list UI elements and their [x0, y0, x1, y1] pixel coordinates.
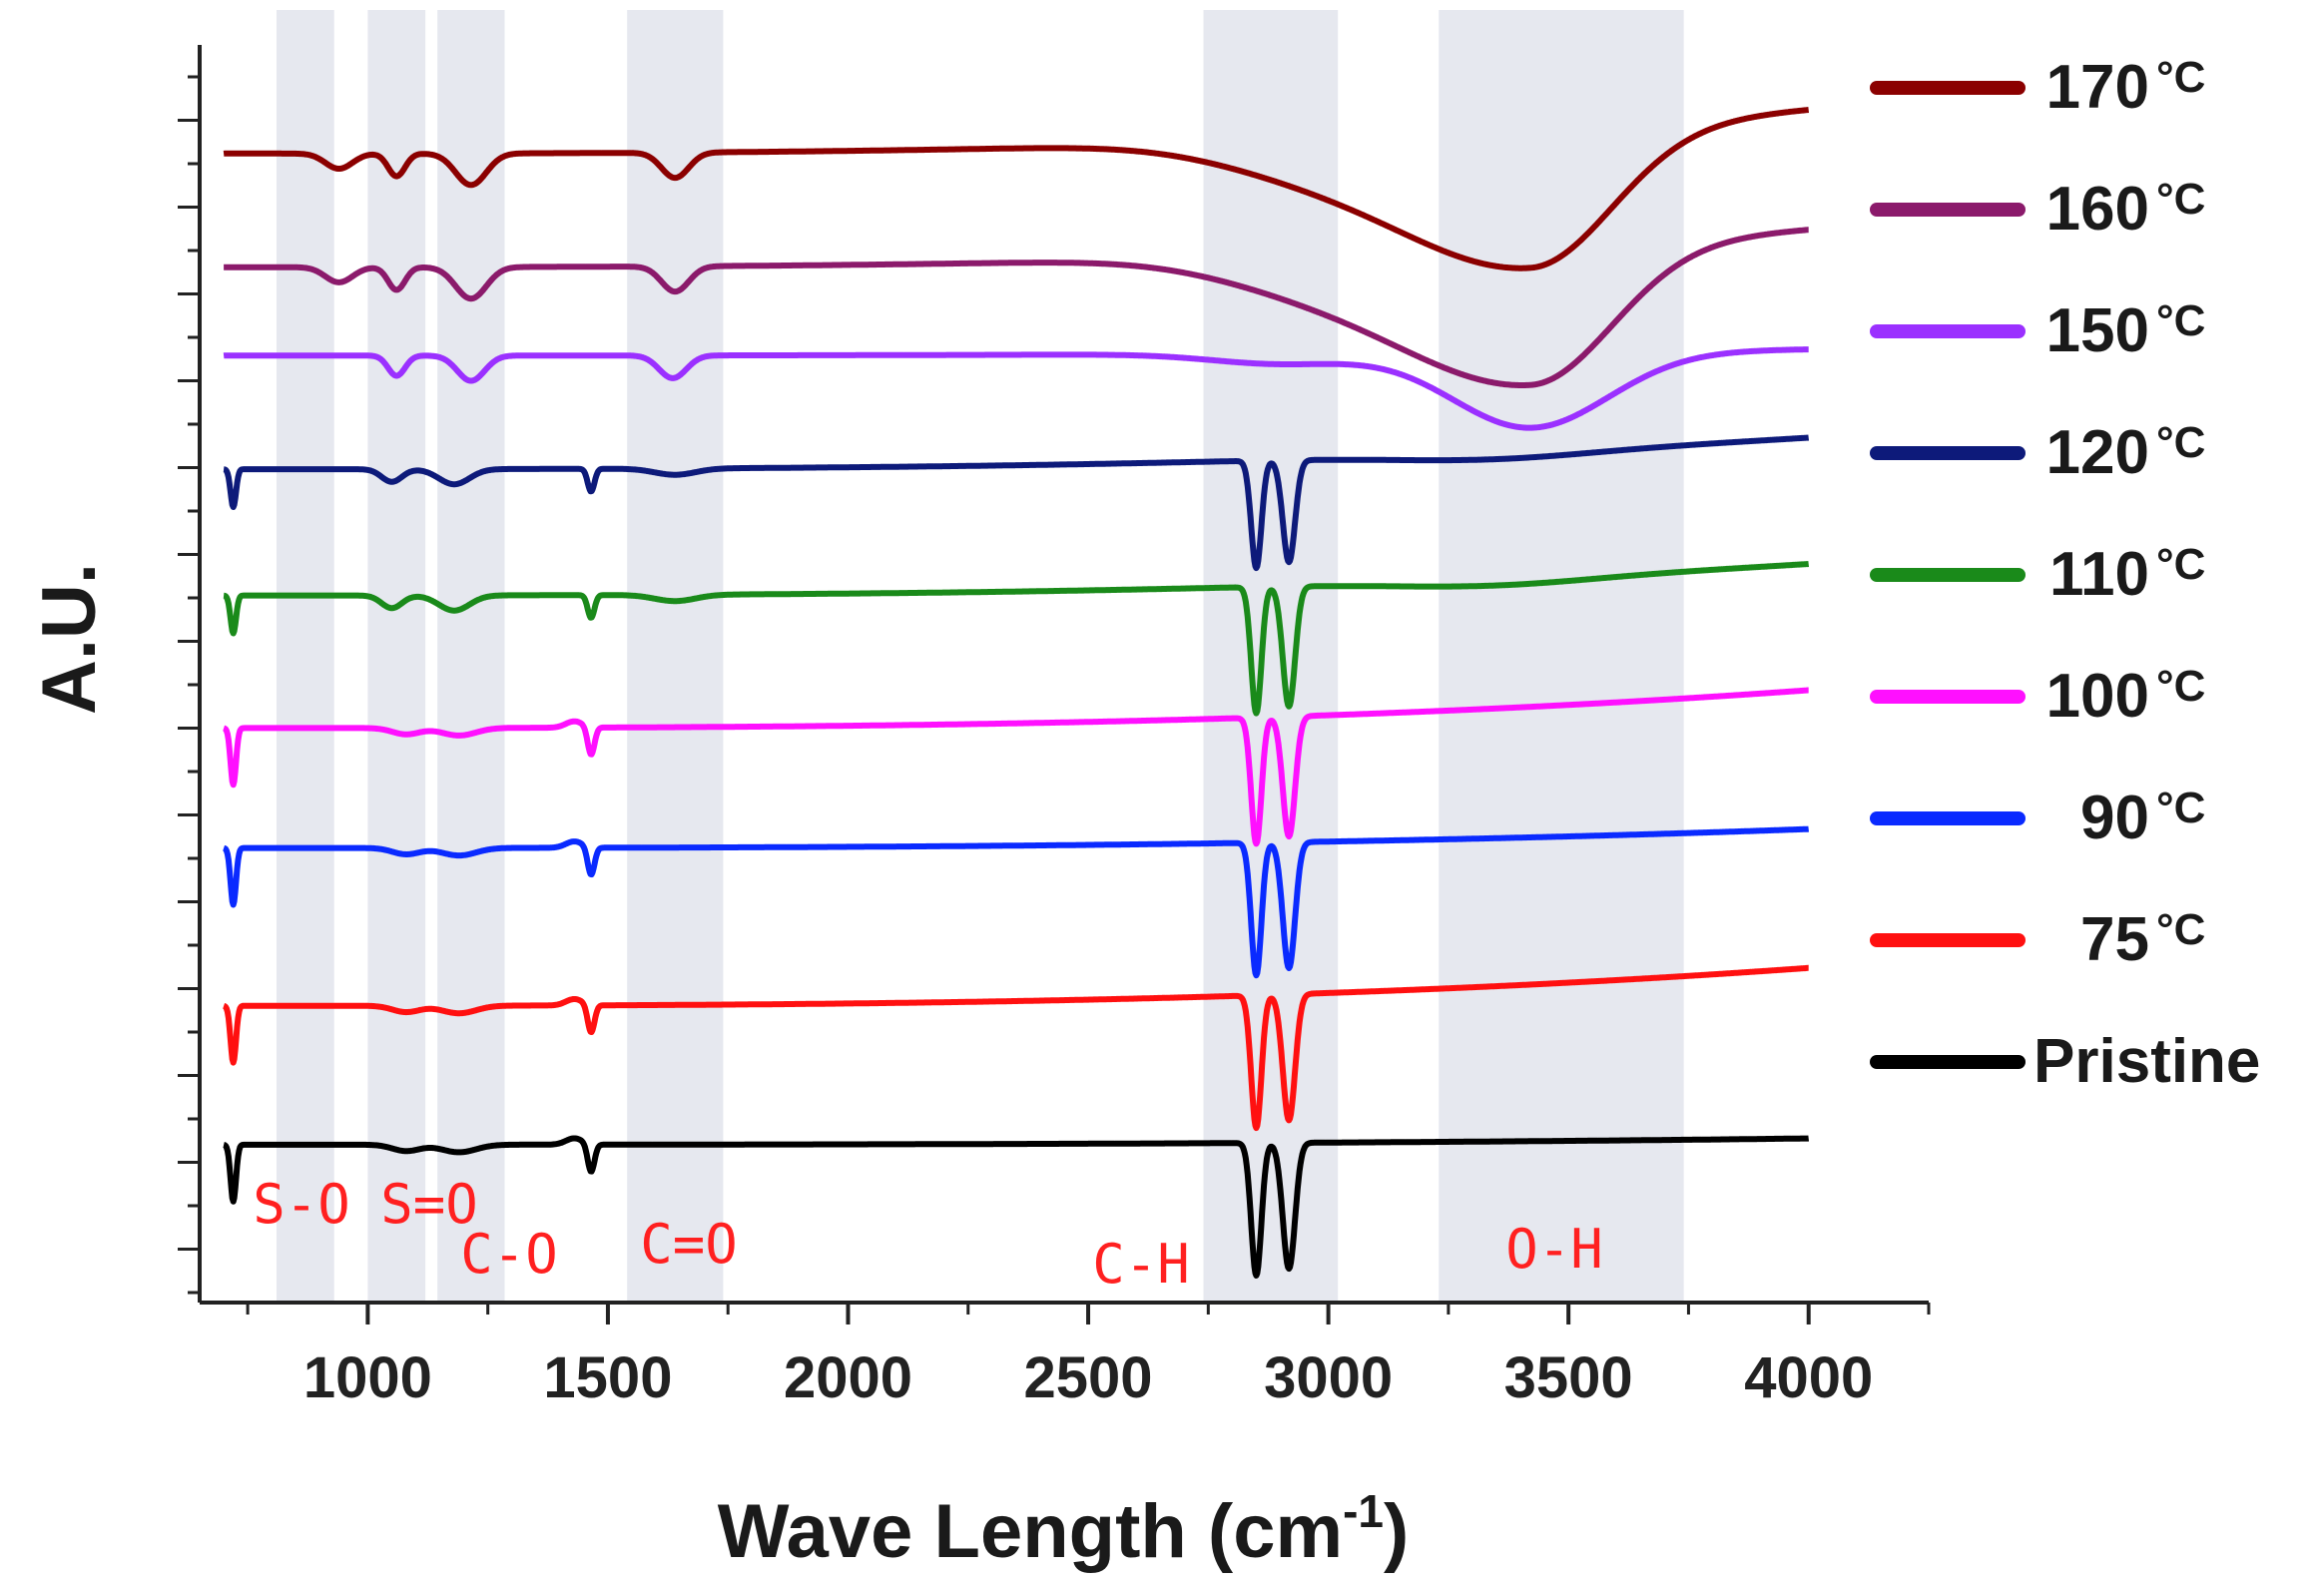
series-line-150 — [222, 346, 1811, 431]
band-so-highlight — [276, 10, 334, 1303]
legend-degree-unit: °C — [2156, 540, 2205, 589]
legend-label-150: 150 — [2046, 296, 2149, 365]
x-tick-label: 1500 — [543, 1345, 672, 1410]
band-labels: S-O S=OC-O C=O C-H O-H — [253, 1173, 1603, 1296]
legend-label-110: 110 — [2049, 540, 2149, 609]
legend-label-pristine: Pristine — [2034, 1027, 2260, 1096]
x-axis-title-close: ) — [1384, 1489, 1409, 1574]
band-label: C-H — [1092, 1233, 1190, 1296]
legend-degree-unit: °C — [2156, 53, 2205, 102]
legend-degree-unit: °C — [2156, 662, 2205, 711]
x-axis-title-main: Wave Length (cm — [718, 1489, 1343, 1574]
series-line-100 — [222, 687, 1811, 847]
x-tick-label: 2000 — [784, 1345, 912, 1410]
x-axis-title-sup: -1 — [1343, 1485, 1384, 1537]
y-axis-title: A.U. — [27, 563, 112, 715]
band-ch-highlight — [1203, 10, 1339, 1303]
legend-label-120: 120 — [2046, 418, 2149, 487]
band-label: C-O — [460, 1223, 558, 1286]
x-tick-label: 2500 — [1024, 1345, 1153, 1410]
x-ticks: 1000 1500 2000 2500 3000 3500 4000 — [178, 75, 1931, 1410]
band-co-highlight — [627, 10, 724, 1303]
band-highlights — [276, 10, 1684, 1303]
series-line-90 — [222, 825, 1811, 979]
x-axis-title: Wave Length (cm-1) — [718, 1485, 1410, 1574]
legend-degree-unit: °C — [2156, 784, 2205, 832]
series-line-110 — [222, 561, 1811, 717]
legend-label-170: 170 — [2046, 53, 2149, 122]
band-co-highlight — [437, 10, 505, 1303]
band-label: C=O — [640, 1213, 738, 1276]
band-label: S-O — [253, 1173, 350, 1236]
series-line-pristine — [222, 1135, 1811, 1279]
x-tick-label: 1000 — [303, 1345, 432, 1410]
series-line-170 — [222, 107, 1811, 271]
legend-label-160: 160 — [2046, 175, 2149, 244]
band-oh-highlight — [1439, 10, 1684, 1303]
legend-degree-unit: °C — [2156, 905, 2205, 954]
band-label: O-H — [1505, 1218, 1603, 1281]
series-lines — [222, 107, 1811, 1279]
x-tick-label: 4000 — [1744, 1345, 1873, 1410]
legend-label-75: 75 — [2080, 905, 2149, 974]
legend-label-100: 100 — [2046, 662, 2149, 731]
legend-degree-unit: °C — [2156, 296, 2205, 345]
series-line-120 — [222, 434, 1811, 572]
band-label: S=O — [380, 1173, 478, 1236]
legend-degree-unit: °C — [2156, 418, 2205, 467]
legend-degree-unit: °C — [2156, 175, 2205, 224]
series-line-160 — [222, 227, 1811, 388]
x-tick-label: 3000 — [1264, 1345, 1393, 1410]
band-so-highlight — [367, 10, 426, 1303]
series-line-75 — [222, 964, 1811, 1132]
x-tick-label: 3500 — [1504, 1345, 1633, 1410]
legend-label-90: 90 — [2080, 784, 2149, 852]
